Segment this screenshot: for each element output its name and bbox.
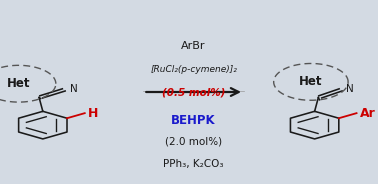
- Text: Het: Het: [7, 77, 30, 90]
- Text: N: N: [70, 84, 77, 94]
- Text: Het: Het: [299, 75, 323, 88]
- Text: ArBr: ArBr: [181, 41, 206, 51]
- Text: (0.5 mol%): (0.5 mol%): [162, 88, 225, 98]
- Text: N: N: [345, 84, 353, 94]
- Text: Ar: Ar: [359, 107, 375, 120]
- Text: H: H: [88, 107, 98, 120]
- Text: (2.0 mol%): (2.0 mol%): [165, 137, 222, 147]
- Text: [RuCl₂(p-cymene)]₂: [RuCl₂(p-cymene)]₂: [150, 66, 237, 74]
- Text: BEHPK: BEHPK: [171, 114, 216, 127]
- Text: PPh₃, K₂CO₃: PPh₃, K₂CO₃: [163, 159, 224, 169]
